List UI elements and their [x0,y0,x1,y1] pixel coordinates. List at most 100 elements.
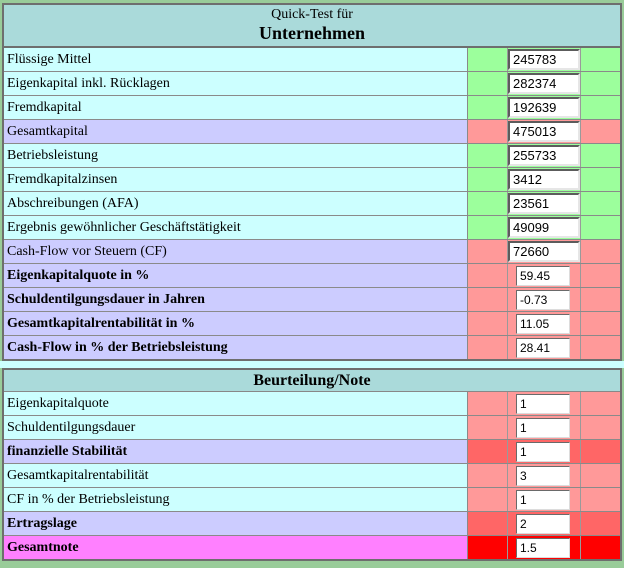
value-box[interactable]: 1 [516,417,570,438]
value-box[interactable]: 2 [516,513,570,534]
status-cell-left [468,144,508,167]
row-label: Fremdkapitalzinsen [4,168,468,191]
note-rows: Eigenkapitalquote 1 Schuldentilgungsdauer 1… [4,392,620,559]
quick-test-header: Quick-Test für Unternehmen [4,5,620,48]
status-cell-left [468,536,508,559]
row-label: Gesamtnote [4,536,468,559]
status-cell-right [581,168,620,191]
row-label: Ertragslage [4,512,468,535]
note-header: Beurteilung/Note [4,370,620,392]
value-cell [508,192,581,215]
status-cell-left [468,416,508,439]
table-row: Betriebsleistung [4,144,620,168]
value-cell: 11.05 [508,312,581,335]
value-cell [508,168,581,191]
value-cell: 3 [508,464,581,487]
value-input[interactable] [508,97,580,118]
value-box[interactable]: 1.5 [516,537,570,558]
status-cell-right [581,96,620,119]
row-label: Gesamtkapital [4,120,468,143]
row-label: Cash-Flow vor Steuern (CF) [4,240,468,263]
note-table: Beurteilung/Note Eigenkapitalquote 1 Schul… [2,368,622,561]
value-input[interactable] [508,145,580,166]
status-cell-left [468,72,508,95]
table-row: CF in % der Betriebsleistung 1 [4,488,620,512]
value-box[interactable]: 1 [516,441,570,462]
status-cell-left [468,512,508,535]
status-cell-right [581,240,620,263]
value-input[interactable] [508,241,580,262]
table-row: Schuldentilgungsdauer in Jahren -0.73 [4,288,620,312]
status-cell-left [468,96,508,119]
page: Quick-Test für Unternehmen Flüssige Mitt… [0,3,624,561]
table-row: Gesamtkapitalrentabilität 3 [4,464,620,488]
value-box[interactable]: -0.73 [516,289,570,310]
value-box[interactable]: 59.45 [516,265,570,286]
status-cell-right [581,312,620,335]
status-cell-left [468,312,508,335]
value-cell [508,144,581,167]
row-label: Cash-Flow in % der Betriebsleistung [4,336,468,359]
table-row: Eigenkapitalquote in % 59.45 [4,264,620,288]
status-cell-right [581,144,620,167]
row-label: Gesamtkapitalrentabilität [4,464,468,487]
status-cell-right [581,488,620,511]
table-row: Gesamtkapital [4,120,620,144]
value-box[interactable]: 28.41 [516,337,570,358]
status-cell-right [581,192,620,215]
row-label: Schuldentilgungsdauer [4,416,468,439]
value-cell [508,216,581,239]
status-cell-left [468,288,508,311]
value-input[interactable] [508,73,580,94]
value-box[interactable]: 3 [516,465,570,486]
status-cell-right [581,440,620,463]
value-input[interactable] [508,193,580,214]
row-label: Schuldentilgungsdauer in Jahren [4,288,468,311]
value-cell: 1 [508,392,581,415]
status-cell-left [468,440,508,463]
row-label: Eigenkapital inkl. Rücklagen [4,72,468,95]
status-cell-right [581,48,620,71]
table-row: Gesamtnote 1.5 [4,536,620,559]
value-cell: -0.73 [508,288,581,311]
row-label: Fremdkapital [4,96,468,119]
row-label: Eigenkapitalquote in % [4,264,468,287]
status-cell-right [581,336,620,359]
status-cell-left [468,464,508,487]
quick-test-title-line2: Unternehmen [259,23,365,43]
value-cell: 1 [508,440,581,463]
status-cell-left [468,240,508,263]
status-cell-left [468,336,508,359]
table-row: Cash-Flow vor Steuern (CF) [4,240,620,264]
row-label: Ergebnis gewöhnlicher Geschäftstätigkeit [4,216,468,239]
row-label: Eigenkapitalquote [4,392,468,415]
value-cell [508,120,581,143]
value-box[interactable]: 1 [516,489,570,510]
quick-test-rows: Flüssige MittelEigenkapital inkl. Rückla… [4,48,620,359]
value-cell [508,48,581,71]
value-cell [508,72,581,95]
value-cell: 1 [508,416,581,439]
value-box[interactable]: 1 [516,393,570,414]
quick-test-table: Quick-Test für Unternehmen Flüssige Mitt… [2,3,622,361]
status-cell-right [581,72,620,95]
value-input[interactable] [508,217,580,238]
value-cell: 1.5 [508,536,581,559]
value-cell: 28.41 [508,336,581,359]
value-cell: 2 [508,512,581,535]
status-cell-right [581,536,620,559]
row-label: Gesamtkapitalrentabilität in % [4,312,468,335]
table-row: Schuldentilgungsdauer 1 [4,416,620,440]
status-cell-right [581,464,620,487]
value-input[interactable] [508,49,580,70]
value-cell [508,240,581,263]
row-label: Flüssige Mittel [4,48,468,71]
table-row: Fremdkapital [4,96,620,120]
table-gap [0,361,624,368]
value-input[interactable] [508,121,580,142]
table-row: Ergebnis gewöhnlicher Geschäftstätigkeit [4,216,620,240]
value-box[interactable]: 11.05 [516,313,570,334]
value-input[interactable] [508,169,580,190]
status-cell-left [468,168,508,191]
status-cell-left [468,120,508,143]
